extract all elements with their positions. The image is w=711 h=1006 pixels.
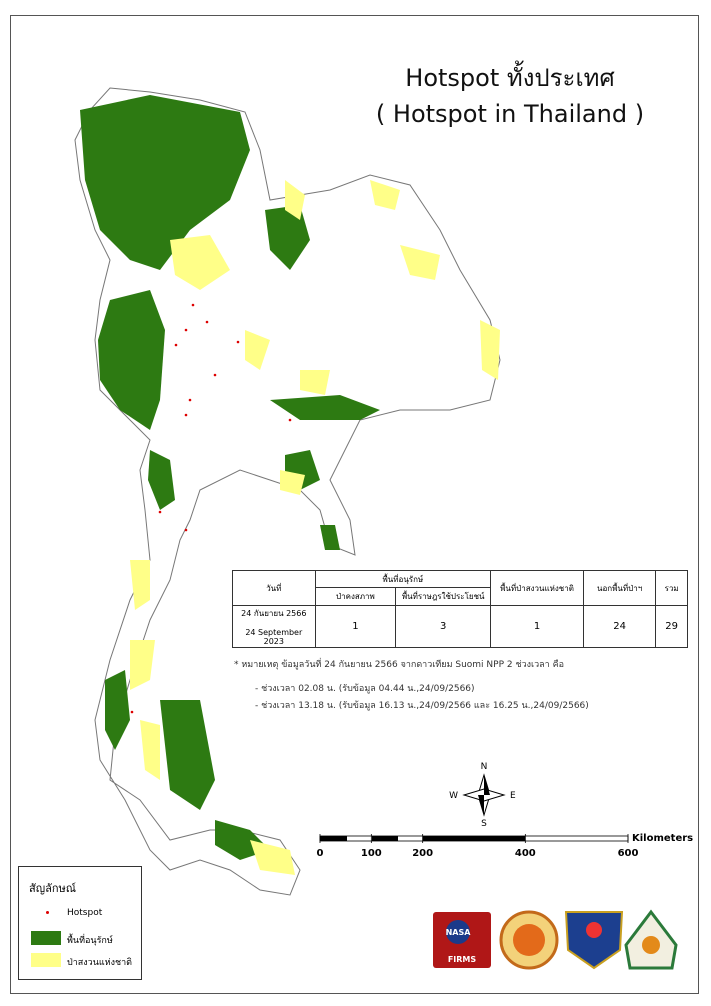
nasa-text: NASA — [446, 928, 472, 937]
protected-areas — [80, 95, 380, 860]
compass-n: N — [481, 762, 488, 772]
compass: N S E W — [449, 762, 516, 829]
note: - ช่วงเวลา 13.18 น. (รับข้อมูล 16.13 น.,… — [255, 701, 589, 711]
scale-tick-label: 200 — [412, 848, 433, 859]
hotspot-table: วันที่ พื้นที่อนุรักษ์ พื้นที่ป่าสงวนแห่… — [232, 570, 688, 648]
header-cell: วันที่ — [232, 570, 316, 606]
date-th: 24 กันยายน 2566 — [241, 609, 307, 618]
scale-unit: Kilometers — [632, 833, 693, 844]
header-cell: นอกพื้นที่ป่าฯ — [582, 570, 657, 606]
scale-tick-label: 0 — [317, 848, 324, 859]
subtitle: ( Hotspot in Thailand ) — [375, 100, 645, 128]
scale-bar: Kilometers 0 100 200 400 600 — [317, 833, 694, 859]
legend-swatch — [31, 931, 61, 945]
scale-tick-label: 400 — [515, 848, 536, 859]
legend-swatch — [46, 911, 49, 914]
header-cell: พื้นที่อนุรักษ์ — [314, 570, 492, 588]
date-cell: 24 กันยายน 2566 24 September 2023 — [232, 605, 316, 648]
legend-label: Hotspot — [67, 908, 103, 918]
header-cell: พื้นที่ป่าสงวนแห่งชาติ — [490, 570, 584, 606]
national-reserve-forests — [130, 180, 500, 875]
scale-tick-label: 100 — [361, 848, 382, 859]
value-cell: 29 — [655, 605, 688, 648]
header-cell: ป่าคงสภาพ — [314, 587, 397, 606]
legend-label: พื้นที่อนุรักษ์ — [67, 936, 113, 946]
header-cell: พื้นที่ราษฎรใช้ประโยชน์ — [395, 587, 492, 606]
header-cell: รวม — [655, 570, 688, 606]
legend-title: สัญลักษณ์ — [29, 882, 76, 895]
value-cell: 1 — [314, 605, 397, 648]
legend-swatch — [31, 953, 61, 967]
date-en: 24 September 2023 — [245, 628, 303, 646]
scale-tick-label: 600 — [618, 848, 639, 859]
compass-e: E — [510, 791, 516, 801]
compass-s: S — [481, 819, 487, 829]
note: * หมายเหตุ ข้อมูลวันที่ 24 กันยายน 2566 … — [234, 660, 564, 670]
map-frame — [10, 15, 699, 994]
value-cell: 24 — [582, 605, 657, 648]
legend-label: ป่าสงวนแห่งชาติ — [67, 958, 132, 968]
hotspots — [130, 303, 292, 714]
title: Hotspot ทั้งประเทศ — [405, 64, 615, 92]
firms-text: FIRMS — [448, 955, 477, 964]
note: - ช่วงเวลา 02.08 น. (รับข้อมูล 04.44 น.,… — [255, 684, 475, 694]
compass-w: W — [449, 791, 458, 801]
logos: NASA FIRMS — [433, 909, 678, 970]
legend: สัญลักษณ์ Hotspot พื้นที่อนุรักษ์ ป่าสงว… — [18, 866, 142, 980]
value-cell: 1 — [490, 605, 584, 648]
value-cell: 3 — [395, 605, 492, 648]
agency-logo — [564, 911, 624, 970]
